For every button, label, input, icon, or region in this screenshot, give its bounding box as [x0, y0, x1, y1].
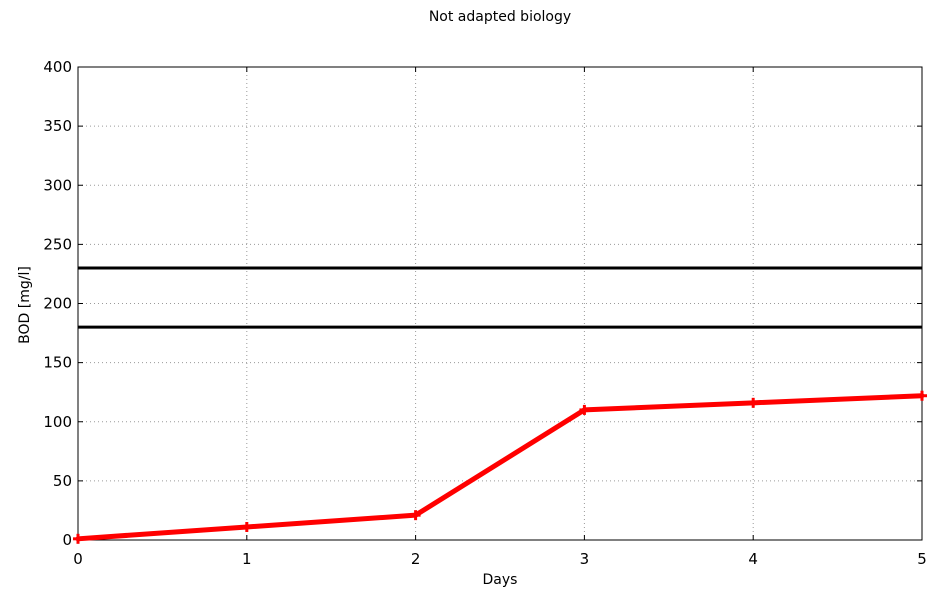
plot-frame — [77, 66, 923, 541]
chart-title: Not adapted biology — [428, 9, 572, 25]
y-tick-label: 250 — [43, 235, 72, 253]
y-tick-label: 300 — [43, 176, 72, 194]
data-point — [73, 533, 83, 544]
y-tick-label: 50 — [53, 472, 72, 490]
x-tick-label: 0 — [73, 550, 83, 568]
data-point — [579, 404, 590, 415]
y-tick-label: 400 — [43, 58, 72, 76]
y-tick-label: 0 — [62, 531, 72, 549]
y-tick-label: 350 — [43, 117, 72, 135]
y-tick-label: 150 — [43, 354, 72, 372]
data-point — [917, 390, 927, 401]
x-axis-label: Days — [482, 572, 518, 588]
x-tick-label: 2 — [411, 550, 421, 568]
data-point — [748, 397, 759, 408]
x-tick-label: 3 — [580, 550, 590, 568]
y-tick-label: 100 — [43, 413, 72, 431]
data-point — [241, 521, 252, 532]
x-tick-label: 1 — [242, 550, 252, 568]
data-point — [410, 510, 421, 521]
series-line — [75, 393, 925, 542]
x-tick-label: 4 — [748, 550, 758, 568]
x-tick-label: 5 — [917, 550, 927, 568]
y-tick-label: 200 — [43, 295, 72, 313]
